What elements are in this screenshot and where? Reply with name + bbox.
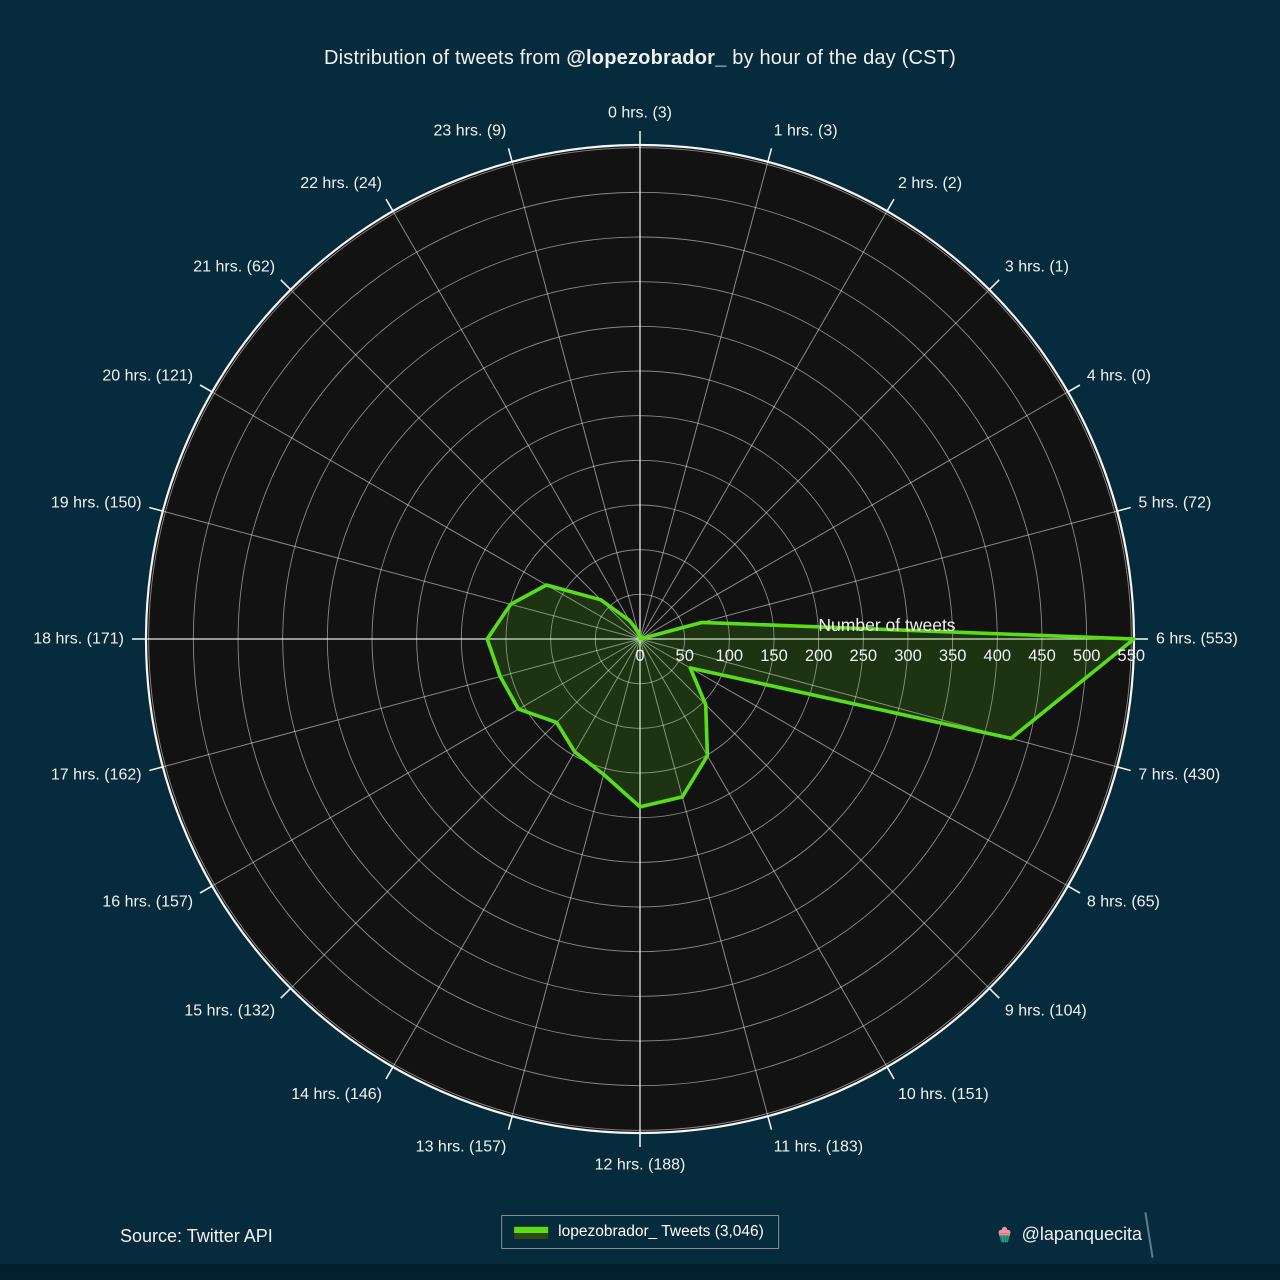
radial-tick-label-100: 100: [716, 647, 744, 665]
hour-tick-10: [886, 1066, 895, 1080]
hour-label-0: 0 hrs. (3): [608, 105, 672, 122]
hour-spoke-19: [162, 510, 641, 640]
hour-tick-23: [507, 148, 513, 163]
hour-label-17: 17 hrs. (162): [51, 767, 142, 784]
hour-tick-5: [1116, 506, 1131, 512]
hour-spoke-5: [639, 510, 1118, 640]
hour-spoke-8: [639, 638, 1069, 887]
hour-label-22: 22 hrs. (24): [300, 175, 382, 192]
hour-label-11: 11 hrs. (183): [774, 1139, 864, 1156]
hour-spoke-1: [639, 161, 769, 640]
hour-spoke-10: [639, 638, 888, 1068]
radial-tick-label-350: 350: [939, 647, 967, 665]
hour-tick-22: [385, 198, 394, 212]
hour-spoke-7: [639, 638, 1118, 768]
title-handle: @lopezobrador_: [566, 47, 727, 69]
hour-label-5: 5 hrs. (72): [1138, 494, 1211, 511]
legend-line-sample: [514, 1226, 549, 1233]
chart-title: Distribution of tweets from @lopezobrado…: [0, 47, 1280, 70]
hour-tick-4: [1067, 384, 1081, 393]
hour-tick-2: [886, 198, 895, 212]
hour-tick-1: [767, 148, 773, 163]
hour-label-8: 8 hrs. (65): [1087, 894, 1160, 911]
hour-label-19: 19 hrs. (150): [51, 494, 142, 511]
hour-label-23: 23 hrs. (9): [433, 122, 506, 139]
hour-tick-21: [280, 279, 292, 291]
hour-spoke-15: [290, 638, 641, 989]
hour-spoke-14: [392, 638, 641, 1068]
hour-label-15: 15 hrs. (132): [184, 1002, 275, 1019]
hour-spoke-4: [639, 391, 1069, 640]
hour-tick-14: [385, 1066, 394, 1080]
hour-tick-19: [149, 506, 164, 512]
source-label: Source: Twitter API: [120, 1226, 273, 1246]
radial-tick-label-200: 200: [805, 647, 833, 665]
hour-label-10: 10 hrs. (151): [898, 1086, 989, 1103]
hour-label-16: 16 hrs. (157): [102, 894, 193, 911]
hour-spoke-2: [639, 210, 888, 640]
radial-tick-label-500: 500: [1073, 647, 1101, 665]
hour-label-21: 21 hrs. (62): [193, 259, 275, 276]
hour-label-12: 12 hrs. (188): [595, 1157, 686, 1174]
hour-spoke-9: [639, 638, 990, 989]
hour-tick-17: [149, 766, 164, 772]
credit-handle: @lapanquecita: [1021, 1224, 1142, 1244]
bottom-shade: [0, 1264, 1280, 1280]
legend-label: lopezobrador_ Tweets (3,046): [558, 1223, 764, 1240]
hour-tick-8: [1067, 885, 1081, 894]
radial-tick-label-400: 400: [984, 647, 1012, 665]
credit: @lapanquecita: [995, 1224, 1142, 1245]
hour-label-9: 9 hrs. (104): [1005, 1002, 1087, 1019]
hour-tick-11: [767, 1115, 773, 1130]
hour-label-20: 20 hrs. (121): [102, 368, 193, 385]
hour-label-1: 1 hrs. (3): [774, 122, 838, 139]
cupcake-icon: [998, 1226, 1011, 1243]
tweets-polygon: [485, 583, 1136, 809]
legend-box: lopezobrador_ Tweets (3,046): [501, 1215, 779, 1249]
hour-label-4: 4 hrs. (0): [1087, 368, 1151, 385]
hour-spoke-3: [639, 289, 990, 640]
radial-tick-label-250: 250: [850, 647, 878, 665]
hour-label-7: 7 hrs. (430): [1138, 767, 1220, 784]
hour-tick-3: [988, 279, 1000, 291]
hour-spoke-11: [639, 638, 769, 1117]
hour-spoke-16: [211, 638, 641, 887]
title-suffix: by hour of the day (CST): [726, 47, 956, 69]
hour-spoke-20: [211, 391, 641, 640]
hour-spoke-13: [511, 638, 641, 1117]
radial-tick-label-550: 550: [1118, 647, 1146, 665]
hour-label-13: 13 hrs. (157): [416, 1139, 507, 1156]
hour-label-18: 18 hrs. (171): [33, 631, 124, 648]
hour-tick-7: [1116, 766, 1131, 772]
title-prefix: Distribution of tweets from: [323, 47, 567, 69]
radial-tick-label-50: 50: [676, 647, 694, 665]
hour-spoke-22: [392, 210, 641, 640]
hour-label-6: 6 hrs. (553): [1156, 631, 1238, 648]
hour-spoke-17: [162, 638, 641, 768]
hour-tick-13: [507, 1115, 513, 1130]
radial-axis-title: Number of tweets: [818, 615, 955, 635]
hour-label-2: 2 hrs. (2): [898, 175, 962, 192]
radial-tick-label-0: 0: [635, 647, 644, 665]
hour-tick-16: [199, 885, 213, 894]
radial-tick-label-450: 450: [1028, 647, 1056, 665]
radial-tick-label-300: 300: [894, 647, 922, 665]
hour-spoke-23: [511, 161, 641, 640]
hour-label-14: 14 hrs. (146): [291, 1086, 382, 1103]
legend-swatch: [514, 1225, 549, 1239]
radial-tick-label-150: 150: [760, 647, 788, 665]
hour-tick-15: [280, 987, 292, 999]
hour-tick-9: [988, 987, 1000, 999]
hour-label-3: 3 hrs. (1): [1005, 259, 1069, 276]
hour-tick-20: [199, 384, 213, 393]
hour-spoke-21: [290, 289, 641, 640]
